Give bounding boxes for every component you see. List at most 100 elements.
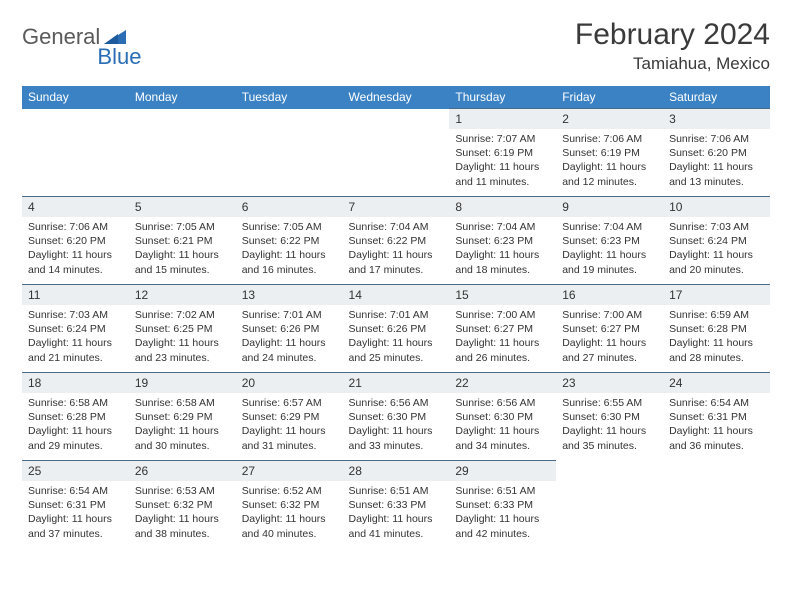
weekday-header: Sunday [22, 86, 129, 109]
day-cell: 28Sunrise: 6:51 AMSunset: 6:33 PMDayligh… [343, 461, 450, 549]
day-cell: 4Sunrise: 7:06 AMSunset: 6:20 PMDaylight… [22, 197, 129, 285]
day-number: 11 [22, 285, 129, 305]
day-info: Sunrise: 7:03 AMSunset: 6:24 PMDaylight:… [663, 217, 770, 283]
day-number: 15 [449, 285, 556, 305]
day-cell: 17Sunrise: 6:59 AMSunset: 6:28 PMDayligh… [663, 285, 770, 373]
day-cell: 16Sunrise: 7:00 AMSunset: 6:27 PMDayligh… [556, 285, 663, 373]
day-number: 4 [22, 197, 129, 217]
day-info: Sunrise: 6:58 AMSunset: 6:28 PMDaylight:… [22, 393, 129, 459]
day-cell: 12Sunrise: 7:02 AMSunset: 6:25 PMDayligh… [129, 285, 236, 373]
day-cell: 2Sunrise: 7:06 AMSunset: 6:19 PMDaylight… [556, 109, 663, 197]
day-number: 7 [343, 197, 450, 217]
day-cell: 5Sunrise: 7:05 AMSunset: 6:21 PMDaylight… [129, 197, 236, 285]
day-info: Sunrise: 6:51 AMSunset: 6:33 PMDaylight:… [343, 481, 450, 547]
day-number: 29 [449, 461, 556, 481]
empty-cell [556, 461, 663, 549]
day-number: 12 [129, 285, 236, 305]
day-info: Sunrise: 6:54 AMSunset: 6:31 PMDaylight:… [663, 393, 770, 459]
day-cell: 10Sunrise: 7:03 AMSunset: 6:24 PMDayligh… [663, 197, 770, 285]
day-info: Sunrise: 7:01 AMSunset: 6:26 PMDaylight:… [343, 305, 450, 371]
empty-cell [129, 109, 236, 197]
day-number: 6 [236, 197, 343, 217]
day-info: Sunrise: 6:59 AMSunset: 6:28 PMDaylight:… [663, 305, 770, 371]
day-info: Sunrise: 7:00 AMSunset: 6:27 PMDaylight:… [449, 305, 556, 371]
day-info: Sunrise: 7:05 AMSunset: 6:22 PMDaylight:… [236, 217, 343, 283]
day-info: Sunrise: 7:04 AMSunset: 6:22 PMDaylight:… [343, 217, 450, 283]
day-cell: 23Sunrise: 6:55 AMSunset: 6:30 PMDayligh… [556, 373, 663, 461]
day-info: Sunrise: 7:04 AMSunset: 6:23 PMDaylight:… [556, 217, 663, 283]
day-cell: 27Sunrise: 6:52 AMSunset: 6:32 PMDayligh… [236, 461, 343, 549]
day-cell: 15Sunrise: 7:00 AMSunset: 6:27 PMDayligh… [449, 285, 556, 373]
day-number: 3 [663, 109, 770, 129]
day-number: 28 [343, 461, 450, 481]
calendar-body: 1Sunrise: 7:07 AMSunset: 6:19 PMDaylight… [22, 109, 770, 549]
day-number: 5 [129, 197, 236, 217]
day-cell: 11Sunrise: 7:03 AMSunset: 6:24 PMDayligh… [22, 285, 129, 373]
day-cell: 22Sunrise: 6:56 AMSunset: 6:30 PMDayligh… [449, 373, 556, 461]
month-title: February 2024 [575, 18, 770, 52]
day-info: Sunrise: 6:52 AMSunset: 6:32 PMDaylight:… [236, 481, 343, 547]
day-number: 20 [236, 373, 343, 393]
logo-text-blue: Blue [97, 44, 141, 70]
day-info: Sunrise: 7:02 AMSunset: 6:25 PMDaylight:… [129, 305, 236, 371]
day-number: 23 [556, 373, 663, 393]
day-number: 19 [129, 373, 236, 393]
location: Tamiahua, Mexico [575, 54, 770, 74]
day-cell: 7Sunrise: 7:04 AMSunset: 6:22 PMDaylight… [343, 197, 450, 285]
day-cell: 3Sunrise: 7:06 AMSunset: 6:20 PMDaylight… [663, 109, 770, 197]
day-number: 25 [22, 461, 129, 481]
day-number: 22 [449, 373, 556, 393]
empty-cell [236, 109, 343, 197]
weekday-header: Thursday [449, 86, 556, 109]
logo-line2: Genera Blue [22, 44, 141, 70]
day-number: 18 [22, 373, 129, 393]
weekday-header: Monday [129, 86, 236, 109]
day-number: 17 [663, 285, 770, 305]
day-info: Sunrise: 6:56 AMSunset: 6:30 PMDaylight:… [343, 393, 450, 459]
weekday-header: Friday [556, 86, 663, 109]
weekday-header: Wednesday [343, 86, 450, 109]
day-number: 26 [129, 461, 236, 481]
day-info: Sunrise: 7:06 AMSunset: 6:20 PMDaylight:… [663, 129, 770, 195]
day-number: 2 [556, 109, 663, 129]
day-info: Sunrise: 6:58 AMSunset: 6:29 PMDaylight:… [129, 393, 236, 459]
day-info: Sunrise: 6:55 AMSunset: 6:30 PMDaylight:… [556, 393, 663, 459]
day-number: 1 [449, 109, 556, 129]
day-cell: 25Sunrise: 6:54 AMSunset: 6:31 PMDayligh… [22, 461, 129, 549]
day-cell: 6Sunrise: 7:05 AMSunset: 6:22 PMDaylight… [236, 197, 343, 285]
day-cell: 14Sunrise: 7:01 AMSunset: 6:26 PMDayligh… [343, 285, 450, 373]
day-number: 27 [236, 461, 343, 481]
day-number: 14 [343, 285, 450, 305]
day-info: Sunrise: 6:53 AMSunset: 6:32 PMDaylight:… [129, 481, 236, 547]
day-cell: 20Sunrise: 6:57 AMSunset: 6:29 PMDayligh… [236, 373, 343, 461]
weekday-header: Tuesday [236, 86, 343, 109]
day-cell: 13Sunrise: 7:01 AMSunset: 6:26 PMDayligh… [236, 285, 343, 373]
day-info: Sunrise: 6:56 AMSunset: 6:30 PMDaylight:… [449, 393, 556, 459]
day-info: Sunrise: 7:06 AMSunset: 6:20 PMDaylight:… [22, 217, 129, 283]
day-info: Sunrise: 7:05 AMSunset: 6:21 PMDaylight:… [129, 217, 236, 283]
empty-cell [663, 461, 770, 549]
calendar-table: SundayMondayTuesdayWednesdayThursdayFrid… [22, 86, 770, 549]
day-info: Sunrise: 6:57 AMSunset: 6:29 PMDaylight:… [236, 393, 343, 459]
day-info: Sunrise: 7:03 AMSunset: 6:24 PMDaylight:… [22, 305, 129, 371]
day-info: Sunrise: 7:00 AMSunset: 6:27 PMDaylight:… [556, 305, 663, 371]
day-number: 21 [343, 373, 450, 393]
day-number: 8 [449, 197, 556, 217]
day-number: 24 [663, 373, 770, 393]
day-cell: 8Sunrise: 7:04 AMSunset: 6:23 PMDaylight… [449, 197, 556, 285]
day-cell: 24Sunrise: 6:54 AMSunset: 6:31 PMDayligh… [663, 373, 770, 461]
day-number: 9 [556, 197, 663, 217]
day-cell: 9Sunrise: 7:04 AMSunset: 6:23 PMDaylight… [556, 197, 663, 285]
weekday-header-row: SundayMondayTuesdayWednesdayThursdayFrid… [22, 86, 770, 109]
day-cell: 29Sunrise: 6:51 AMSunset: 6:33 PMDayligh… [449, 461, 556, 549]
day-cell: 1Sunrise: 7:07 AMSunset: 6:19 PMDaylight… [449, 109, 556, 197]
day-info: Sunrise: 7:04 AMSunset: 6:23 PMDaylight:… [449, 217, 556, 283]
title-block: February 2024 Tamiahua, Mexico [575, 18, 770, 74]
day-info: Sunrise: 6:51 AMSunset: 6:33 PMDaylight:… [449, 481, 556, 547]
empty-cell [343, 109, 450, 197]
day-number: 10 [663, 197, 770, 217]
day-cell: 18Sunrise: 6:58 AMSunset: 6:28 PMDayligh… [22, 373, 129, 461]
day-cell: 21Sunrise: 6:56 AMSunset: 6:30 PMDayligh… [343, 373, 450, 461]
day-number: 13 [236, 285, 343, 305]
weekday-header: Saturday [663, 86, 770, 109]
